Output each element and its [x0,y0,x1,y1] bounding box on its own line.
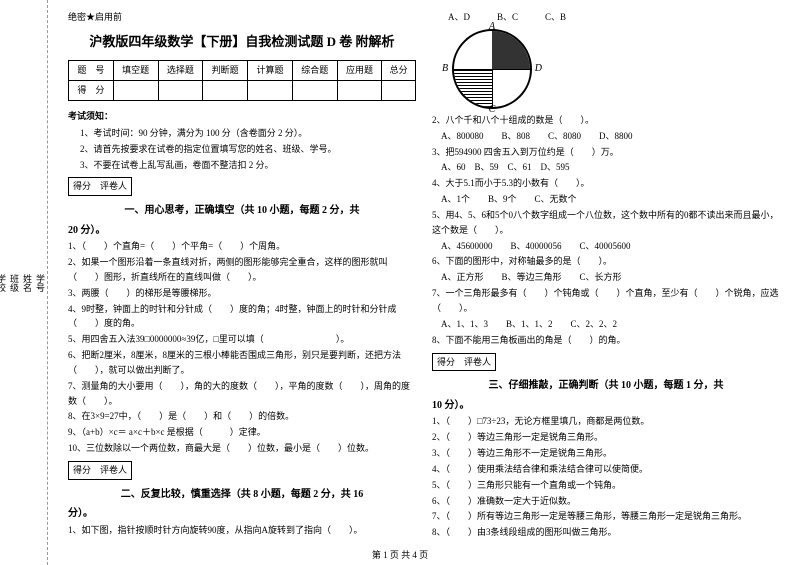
question: A、800080 B、808 C、8080 D、8800 [432,129,780,144]
question: 7、（ ）所有等边三角形一定是等腰三角形，等腰三角形一定是锐角三角形。 [432,509,780,524]
label-b: B [442,61,448,78]
section-2-heading-2: 分）。 [68,506,416,523]
question: 7、一个三角形最多有（ ）个钝角或（ ）个直角，至少有（ ）个锐角，应选（ ）。 [432,286,780,316]
question: 8、下面不能用三角板画出的角是（ ）的角。 [432,333,780,348]
scorer-box: 得分 评卷人 [432,353,496,372]
question: 2、（ ）等边三角形一定是锐角三角形。 [432,430,780,445]
margin-field: 姓名 [21,274,34,292]
question: 3、（ ）等边三角形不一定是锐角三角形。 [432,446,780,461]
options: A、D B、C C、B [432,10,780,25]
right-column: A、D B、C C、B A B C D 2、八个千和八个十组成的数是（ ）。 A… [424,10,788,555]
question: A、1个 B、9个 C、无数个 [432,192,780,207]
question: 2、如果一个图形沿着一条直线对折，两侧的图形能够完全重合，这样的图形就叫（ ）图… [68,255,416,285]
question: 8、（ ）由3条线段组成的图形叫做三角形。 [432,525,780,540]
question: 10、三位数除以一个两位数，商最大是（ ）位数，最小是（ ）位数。 [68,441,416,456]
secret-mark: 绝密★启用前 [68,10,416,25]
question: A、1、1、3 B、1、1、2 C、2、2、2 [432,317,780,332]
margin-field: 学号 [34,274,47,292]
question: 6、下面的图形中，对称轴最多的是（ ）。 [432,254,780,269]
notice-heading: 考试须知： [68,109,416,124]
content-area: 绝密★启用前 沪教版四年级数学【下册】自我检测试题 D 卷 附解析 题 号 填空… [48,0,800,565]
section-2-heading: 二、反复比较，慎重选择（共 8 小题，每题 2 分，共 16 [68,487,416,504]
question: 5、用四舍五入法39□0000000≈39亿，□里可以填（ ）。 [68,332,416,347]
question: A、60 B、59 C、61 D、595 [432,160,780,175]
page: 学号 姓名 班级 学校 乡镇(街道) 绝密★启用前 沪教版四年级数学【下册】自我… [0,0,800,565]
page-footer: 第 1 页 共 4 页 [372,548,428,561]
list-item: 1、考试时间：90 分钟，满分为 100 分（含卷面分 2 分）。 [80,126,416,141]
question: 6、（ ）准确数一定大于近似数。 [432,494,780,509]
label-d: D [535,61,542,78]
circle-diagram: A B C D [452,29,532,109]
margin-field: 班级 [8,274,21,292]
notice-list: 1、考试时间：90 分钟，满分为 100 分（含卷面分 2 分）。 2、请首先按… [68,126,416,173]
question: 4、（ ）使用乘法结合律和乘法结合律可以使简便。 [432,462,780,477]
question: 8、在3×9=27中，（ ）是（ ）和（ ）的倍数。 [68,409,416,424]
label-c: C [489,102,496,119]
question: A、正方形 B、等边三角形 C、长方形 [432,270,780,285]
question: 2、八个千和八个十组成的数是（ ）。 [432,113,780,128]
list-item: 3、不要在试卷上乱写乱画，卷面不整洁扣 2 分。 [80,158,416,173]
question: 3、两腰（ ）的梯形是等腰梯形。 [68,286,416,301]
score-table: 题 号 填空题 选择题 判断题 计算题 综合题 应用题 总分 得 分 [68,60,416,101]
question: 5、用4、5、6和5个0八个数字组成一个八位数，这个数中所有的0都不读出来而且最… [432,208,780,238]
section-3-heading-2: 10 分）。 [432,398,780,415]
question: 1、如下图，指针按顺时针方向旋转90度，从指向A旋转到了指向（ ）。 [68,523,416,538]
binding-margin: 学号 姓名 班级 学校 乡镇(街道) [0,0,48,565]
question: 3、把594900 四舍五入到万位约是（ ）万。 [432,145,780,160]
quadrant-hatched [454,69,492,107]
table-row: 得 分 [69,81,416,101]
question: 7、测量角的大小要用（ ），角的大的度数（ ），平角的度数（ ），周角的度数（ … [68,379,416,409]
question: 5、（ ）三角形只能有一个直角或一个钝角。 [432,478,780,493]
scorer-box: 得分 评卷人 [68,177,132,196]
question: 1、（ ）□73÷23，无论方框里填几，商都是两位数。 [432,414,780,429]
question: 4、9时整，钟面上的时针和分针成（ ）度的角；4时整，钟面上的时针和分针成（ ）… [68,302,416,332]
exam-title: 沪教版四年级数学【下册】自我检测试题 D 卷 附解析 [68,31,416,52]
scorer-box: 得分 评卷人 [68,461,132,480]
list-item: 2、请首先按要求在试卷的指定位置填写您的姓名、班级、学号。 [80,142,416,157]
question: A、45600000 B、40000056 C、40005600 [432,239,780,254]
section-1-heading-2: 20 分）。 [68,223,416,240]
question: 4、大于5.1而小于5.3的小数有（ ）。 [432,176,780,191]
quadrant-shaded [492,31,530,69]
table-row: 题 号 填空题 选择题 判断题 计算题 综合题 应用题 总分 [69,61,416,81]
label-a: A [489,19,495,36]
margin-field: 学校 [0,274,8,292]
section-1-heading: 一、用心思考，正确填空（共 10 小题，每题 2 分，共 [68,203,416,220]
section-3-heading: 三、仔细推敲，正确判断（共 10 小题，每题 1 分，共 [432,378,780,395]
left-column: 绝密★启用前 沪教版四年级数学【下册】自我检测试题 D 卷 附解析 题 号 填空… [60,10,424,555]
question: 6、把断2厘米，8厘米，8厘米的三根小棒能否围成三角形，别只是要判断，还把方法（… [68,348,416,378]
question: 1、（ ）个直角=（ ）个平角=（ ）个周角。 [68,239,416,254]
question: 9、（a+b）×c＝ a×c＋b×c 是根据（ ）定律。 [68,425,416,440]
